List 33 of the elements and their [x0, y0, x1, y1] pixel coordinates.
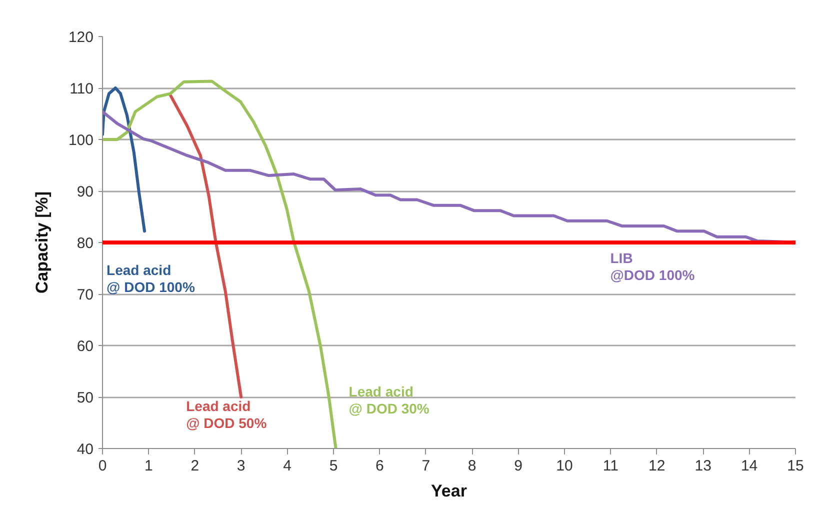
series-label: LIB @DOD 100% — [610, 250, 696, 283]
x-axis-title: Year — [431, 482, 468, 500]
y-tick-label: 100 — [68, 132, 94, 149]
x-tick-label: 11 — [602, 458, 618, 474]
y-tick-label: 110 — [70, 80, 94, 98]
text: Lead acid @ DOD 100% — [106, 262, 196, 296]
y-tick-label: 40 — [76, 441, 94, 458]
x-tick-label: 5 — [329, 458, 338, 474]
x-tick-label: 9 — [514, 458, 522, 474]
x-tick-label: 1 — [144, 458, 153, 474]
line-series — [102, 80, 338, 448]
y-axis-title: Capacity [%] — [32, 191, 52, 294]
x-tick-label: 13 — [694, 458, 712, 474]
x-tick-label: 14 — [740, 458, 758, 474]
x-tick-label: 12 — [648, 458, 666, 474]
x-tick-label: 10 — [556, 458, 573, 474]
x-tick-label: 0 — [98, 458, 107, 474]
y-tick-label: 80 — [76, 235, 94, 252]
y-tick-label: 120 — [68, 29, 94, 46]
x-tick-label: 8 — [468, 458, 476, 474]
y-tick-label: 90 — [76, 184, 94, 200]
y-tick-label: 50 — [76, 390, 94, 406]
y-tick-label: 70 — [76, 286, 94, 304]
x-tick-label: 3 — [236, 458, 246, 474]
x-tick-label: 15 — [787, 458, 804, 474]
x-tick-label: 4 — [283, 458, 292, 474]
x-tick-label: 6 — [376, 458, 384, 474]
series-label: Lead acid @ DOD 30% — [348, 384, 430, 416]
x-tick-label: 2 — [190, 458, 200, 474]
y-tick-label: 60 — [76, 338, 94, 355]
series-label: Lead acid @ DOD 50% — [186, 398, 268, 431]
line-series — [102, 86, 146, 233]
x-tick-label: 7 — [422, 458, 430, 474]
